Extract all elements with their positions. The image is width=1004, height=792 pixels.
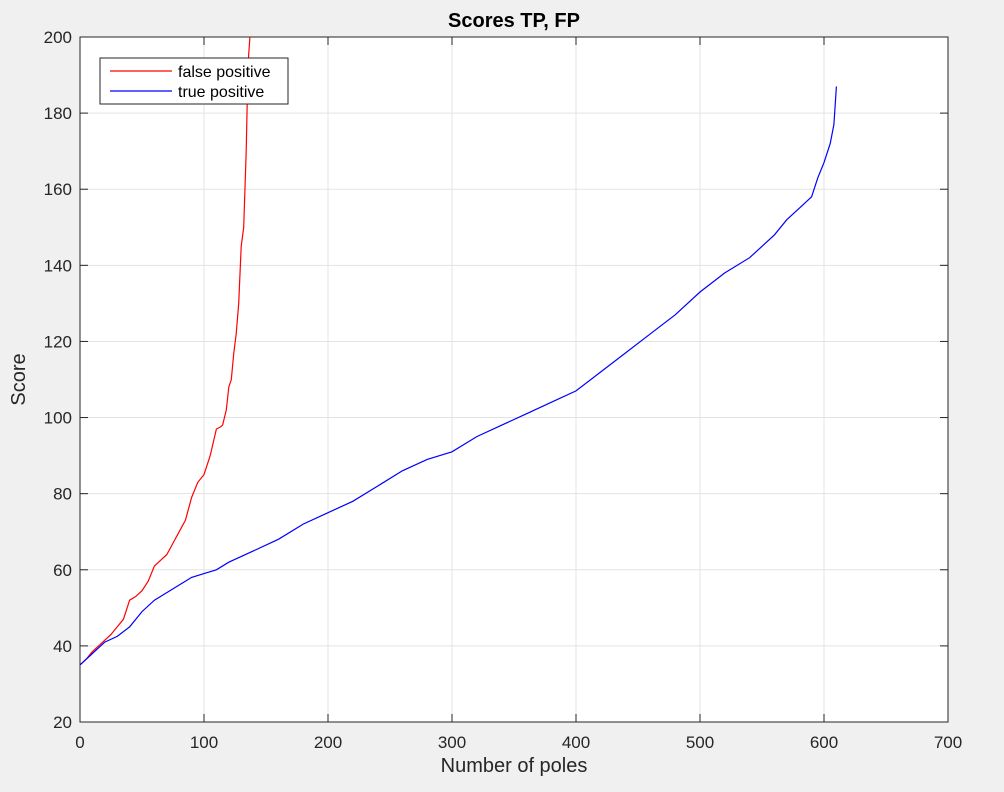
y-tick-label: 100	[44, 409, 72, 428]
y-tick-label: 140	[44, 256, 72, 275]
y-tick-label: 40	[53, 637, 72, 656]
legend-box	[99, 57, 289, 105]
y-tick-label: 80	[53, 485, 72, 504]
y-tick-label: 160	[44, 180, 72, 199]
x-tick-label: 600	[810, 733, 838, 752]
axes	[79, 36, 949, 723]
legend-label: true positive	[178, 84, 264, 101]
axes-box	[79, 36, 949, 723]
legend-label: false positive	[178, 64, 271, 81]
x-axis-label: Number of poles	[441, 755, 588, 777]
x-tick-label: 700	[934, 733, 962, 752]
x-tick-label: 0	[75, 733, 84, 752]
y-tick-label: 60	[53, 561, 72, 580]
series-line-0	[79, 36, 251, 666]
x-tick-label: 500	[686, 733, 714, 752]
y-tick-label: 120	[44, 332, 72, 351]
legend: false positive true positive	[99, 57, 289, 105]
x-tick-label: 100	[190, 733, 218, 752]
y-axis-label: Score	[8, 353, 30, 405]
y-tick-label: 200	[44, 28, 72, 47]
series-lines	[79, 36, 837, 666]
y-tick-label: 20	[53, 713, 72, 732]
chart-title: Scores TP, FP	[448, 10, 580, 32]
x-tick-label: 400	[562, 733, 590, 752]
series-line-1	[79, 86, 837, 666]
x-tick-label: 300	[438, 733, 466, 752]
y-tick-label: 180	[44, 104, 72, 123]
tick-labels: 0 100 200 300 400 500 600 700 20 40 60 80 100 120 140 1…	[44, 28, 963, 752]
plot-area	[80, 37, 948, 722]
x-tick-label: 200	[314, 733, 342, 752]
